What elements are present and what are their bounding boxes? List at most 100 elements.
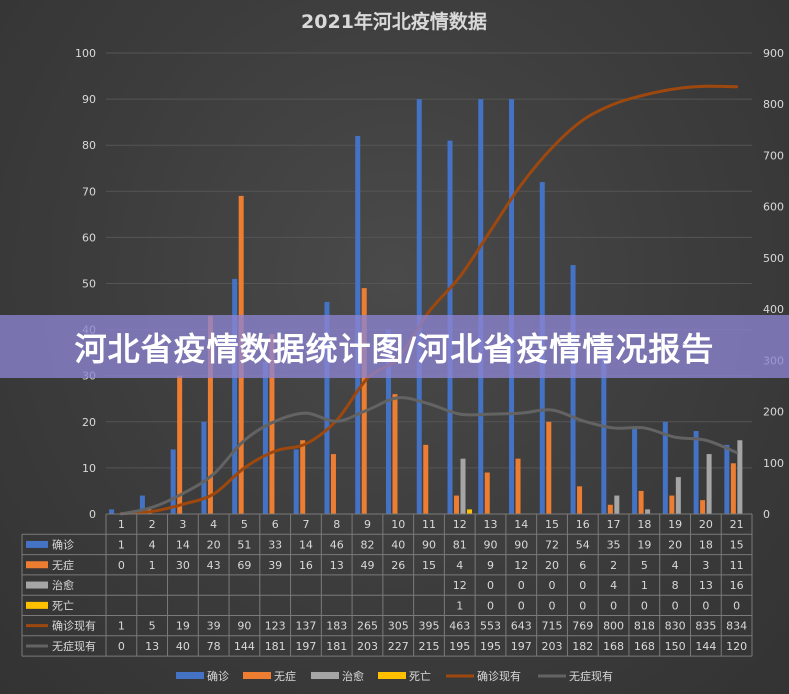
cell-value: 120 (726, 640, 747, 653)
legend-label-确诊: 确诊 (207, 669, 229, 683)
row-label-确诊: 确诊 (52, 537, 74, 551)
cell-value: 12 (453, 579, 467, 592)
bar-确诊 (509, 99, 515, 514)
bar-无症 (392, 394, 398, 514)
left-tick-label: 70 (82, 185, 96, 198)
cell-value: 0 (518, 579, 525, 592)
bar-无症 (361, 288, 367, 514)
bar-无症 (730, 463, 736, 514)
cell-value: 168 (603, 640, 624, 653)
right-tick-label: 900 (763, 47, 784, 60)
bar-确诊 (416, 99, 422, 514)
bar-无症 (177, 375, 183, 514)
legend-key-治愈 (311, 672, 339, 679)
cell-value: 49 (360, 559, 374, 572)
legend-key-死亡 (378, 672, 406, 679)
cell-value: 40 (391, 538, 405, 551)
legend-key-确诊 (176, 672, 204, 679)
bar-无症 (484, 472, 490, 514)
right-tick-label: 400 (763, 303, 784, 316)
left-tick-label: 20 (82, 416, 96, 429)
cell-value: 35 (607, 538, 621, 551)
category-label: 3 (179, 518, 186, 531)
bar-治愈 (675, 477, 681, 514)
cell-value: 90 (484, 538, 498, 551)
bar-确诊 (385, 329, 391, 514)
cell-value: 203 (357, 640, 378, 653)
cell-value: 195 (480, 640, 501, 653)
category-label: 10 (391, 518, 405, 531)
bar-确诊 (632, 426, 638, 514)
left-axis: 0102030405060708090100 (75, 47, 96, 521)
right-tick-label: 100 (763, 457, 784, 470)
cell-value: 197 (511, 640, 532, 653)
cell-value: 4 (149, 538, 156, 551)
cell-value: 72 (545, 538, 559, 551)
cell-value: 144 (234, 640, 255, 653)
cell-value: 4 (456, 559, 463, 572)
category-label: 2 (149, 518, 156, 531)
cell-value: 215 (419, 640, 440, 653)
cell-value: 16 (299, 559, 313, 572)
cell-value: 20 (207, 538, 221, 551)
overlay-banner: 河北省疫情数据统计图/河北省疫情情况报告 (0, 315, 789, 378)
cell-value: 203 (542, 640, 563, 653)
row-key-治愈 (26, 581, 48, 589)
bar-无症 (546, 421, 552, 514)
cell-value: 19 (637, 538, 651, 551)
cell-value: 1 (118, 538, 125, 551)
bar-无症 (300, 440, 306, 514)
bar-无症 (454, 495, 460, 514)
right-tick-label: 700 (763, 149, 784, 162)
cell-value: 0 (549, 599, 556, 612)
cell-value: 0 (487, 579, 494, 592)
bar-确诊 (693, 431, 699, 514)
cell-value: 40 (176, 640, 190, 653)
cell-value: 20 (668, 538, 682, 551)
bar-无症 (638, 490, 644, 514)
cell-value: 9 (487, 559, 494, 572)
cell-value: 90 (422, 538, 436, 551)
category-label: 14 (514, 518, 528, 531)
cell-value: 0 (672, 599, 679, 612)
bar-无症 (207, 315, 213, 514)
cell-value: 5 (641, 559, 648, 572)
cell-value: 123 (265, 620, 286, 633)
right-tick-label: 600 (763, 201, 784, 214)
lines-layer (119, 84, 739, 516)
cell-value: 4 (672, 559, 679, 572)
cell-value: 6 (579, 559, 586, 572)
chart-title: 2021年河北疫情数据 (301, 10, 487, 33)
bar-确诊 (201, 421, 207, 514)
category-label: 6 (272, 518, 279, 531)
bar-确诊 (170, 449, 176, 514)
cell-value: 81 (453, 538, 467, 551)
cell-value: 18 (699, 538, 713, 551)
legend-label-无症现有: 无症现有 (569, 669, 613, 683)
category-label: 4 (210, 518, 217, 531)
left-tick-label: 0 (89, 508, 96, 521)
category-label: 20 (699, 518, 713, 531)
left-tick-label: 60 (82, 231, 96, 244)
grid-lines (106, 52, 752, 469)
cell-value: 14 (176, 538, 190, 551)
cell-value: 0 (579, 599, 586, 612)
cell-value: 0 (549, 579, 556, 592)
cell-value: 13 (145, 640, 159, 653)
cell-value: 181 (326, 640, 347, 653)
bar-确诊 (478, 99, 484, 514)
category-label: 12 (453, 518, 467, 531)
cell-value: 54 (576, 538, 590, 551)
bar-治愈 (614, 495, 620, 514)
cell-value: 30 (176, 559, 190, 572)
category-label: 15 (545, 518, 559, 531)
bar-治愈 (645, 509, 651, 514)
bar-确诊 (570, 265, 576, 514)
cell-value: 265 (357, 620, 378, 633)
cell-value: 195 (449, 640, 470, 653)
category-label: 11 (422, 518, 436, 531)
bar-无症 (669, 495, 675, 514)
left-tick-label: 50 (82, 278, 96, 291)
cell-value: 39 (207, 620, 221, 633)
